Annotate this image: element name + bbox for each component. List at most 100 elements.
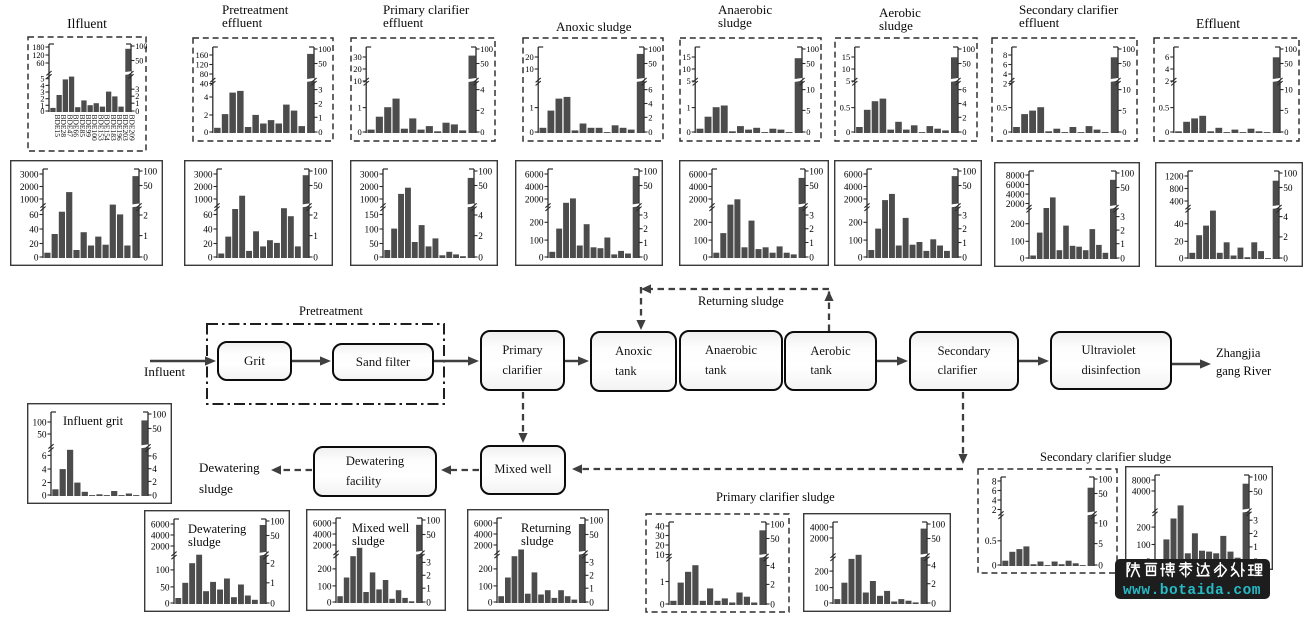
svg-text:0: 0	[357, 127, 361, 137]
svg-text:2000: 2000	[525, 195, 544, 205]
svg-text:100: 100	[589, 516, 603, 526]
svg-text:3000: 3000	[20, 170, 39, 180]
svg-text:50: 50	[643, 182, 653, 192]
svg-text:20: 20	[353, 64, 362, 74]
svg-text:1: 1	[809, 239, 814, 249]
svg-text:1000: 1000	[194, 195, 213, 205]
svg-text:2: 2	[1120, 227, 1125, 237]
svg-text:80: 80	[200, 69, 209, 79]
svg-text:20: 20	[1174, 238, 1184, 248]
svg-text:0: 0	[1098, 561, 1103, 571]
svg-text:0: 0	[660, 600, 665, 610]
svg-text:1: 1	[962, 239, 967, 249]
svg-text:100: 100	[530, 237, 544, 247]
svg-text:BDE100: BDE100	[90, 115, 99, 142]
svg-text:100: 100	[313, 167, 327, 177]
svg-text:0: 0	[135, 107, 139, 116]
svg-text:30: 30	[655, 532, 665, 542]
svg-text:Returning: Returning	[521, 521, 572, 535]
svg-text:1: 1	[660, 578, 665, 588]
svg-text:6: 6	[152, 452, 157, 462]
svg-text:50: 50	[478, 182, 488, 192]
svg-text:200: 200	[815, 567, 829, 577]
svg-text:0.5: 0.5	[985, 537, 997, 547]
svg-text:2: 2	[270, 560, 275, 570]
svg-text:1: 1	[357, 103, 361, 113]
svg-text:100: 100	[809, 167, 823, 177]
svg-text:0: 0	[539, 253, 544, 263]
svg-text:2: 2	[962, 112, 966, 122]
svg-text:6000: 6000	[474, 519, 493, 529]
svg-text:50: 50	[270, 532, 280, 542]
svg-text:2: 2	[770, 581, 775, 591]
svg-text:0: 0	[318, 127, 322, 137]
svg-text:BDE196: BDE196	[115, 115, 124, 142]
svg-text:0: 0	[962, 253, 967, 263]
svg-text:10: 10	[1098, 519, 1108, 529]
svg-text:4000: 4000	[151, 531, 170, 541]
svg-text:2: 2	[152, 478, 157, 488]
svg-text:4000: 4000	[1006, 190, 1025, 200]
svg-text:1: 1	[686, 103, 690, 113]
svg-text:10: 10	[655, 551, 665, 561]
svg-text:15: 15	[682, 52, 691, 62]
svg-text:200: 200	[694, 219, 708, 229]
svg-text:0: 0	[488, 598, 493, 608]
svg-text:5: 5	[846, 76, 850, 86]
svg-text:10: 10	[1284, 85, 1293, 95]
svg-text:100: 100	[806, 44, 819, 54]
svg-text:BDE183: BDE183	[109, 115, 118, 142]
svg-text:0: 0	[204, 127, 208, 137]
svg-text:0: 0	[1283, 254, 1288, 264]
svg-text:100: 100	[849, 237, 863, 247]
svg-text:6: 6	[1165, 52, 1169, 62]
svg-text:100: 100	[143, 167, 157, 177]
svg-text:0: 0	[42, 491, 47, 501]
svg-text:1: 1	[313, 232, 318, 242]
svg-text:2000: 2000	[20, 183, 39, 193]
svg-text:2: 2	[992, 506, 997, 516]
svg-text:4: 4	[152, 465, 157, 475]
svg-text:0: 0	[1122, 127, 1126, 137]
svg-text:4000: 4000	[1132, 487, 1151, 497]
svg-text:3: 3	[318, 85, 322, 95]
svg-text:8: 8	[992, 477, 997, 487]
svg-text:100: 100	[643, 167, 657, 177]
svg-text:0: 0	[374, 253, 379, 263]
svg-text:0: 0	[806, 127, 810, 137]
svg-text:Mixed well: Mixed well	[352, 521, 410, 535]
svg-text:4: 4	[1165, 64, 1170, 74]
svg-text:2000: 2000	[151, 542, 170, 552]
svg-text:4: 4	[770, 562, 775, 572]
svg-text:2: 2	[426, 572, 431, 582]
svg-text:4: 4	[40, 81, 44, 90]
svg-text:50: 50	[962, 59, 971, 69]
svg-text:40: 40	[200, 79, 209, 89]
svg-text:50: 50	[648, 59, 657, 69]
svg-text:2: 2	[1165, 76, 1169, 86]
svg-text:4000: 4000	[313, 530, 332, 540]
svg-text:200: 200	[849, 219, 863, 229]
svg-text:50: 50	[931, 535, 941, 545]
svg-text:6000: 6000	[313, 519, 332, 529]
svg-text:4000: 4000	[689, 183, 708, 193]
svg-text:50: 50	[1122, 59, 1131, 69]
svg-text:0: 0	[34, 253, 39, 263]
svg-text:100: 100	[1284, 44, 1297, 54]
svg-text:2: 2	[480, 106, 484, 116]
svg-text:0: 0	[1003, 127, 1007, 137]
svg-text:10: 10	[682, 64, 691, 74]
svg-text:0: 0	[40, 107, 44, 116]
svg-text:2: 2	[962, 225, 967, 235]
svg-text:1: 1	[589, 585, 594, 595]
svg-text:50: 50	[143, 182, 153, 192]
svg-text:2: 2	[135, 92, 139, 101]
svg-text:4: 4	[992, 496, 997, 506]
svg-text:10: 10	[842, 64, 851, 74]
svg-text:0: 0	[589, 598, 594, 608]
svg-text:4: 4	[204, 92, 209, 102]
svg-text:60: 60	[29, 211, 39, 221]
svg-text:100: 100	[648, 44, 661, 54]
svg-text:100: 100	[1283, 169, 1297, 179]
svg-text:3: 3	[643, 211, 648, 221]
